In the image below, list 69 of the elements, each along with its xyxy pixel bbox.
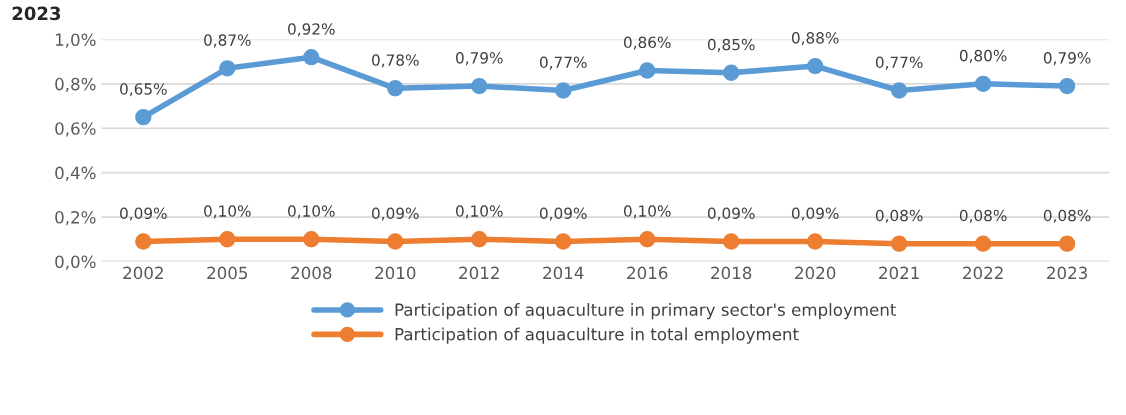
data-label: 0,08% (959, 209, 1007, 223)
point (891, 82, 908, 99)
x-tick-label: 2022 (963, 266, 1003, 280)
data-label: 0,65% (120, 83, 167, 97)
data-label: 0,10% (623, 205, 671, 219)
point (639, 231, 656, 248)
data-label: 0,09% (539, 207, 587, 221)
x-tick-label: 2008 (291, 266, 332, 280)
point (219, 231, 236, 248)
point (639, 62, 656, 79)
x-tick-label: 2010 (375, 266, 416, 280)
y-tick-label: 0,8% (55, 77, 96, 93)
data-label: 0,88% (791, 32, 839, 46)
data-label: 0,77% (875, 56, 923, 70)
y-tick-label: 0,4% (55, 166, 96, 181)
legend-label: Participation of aquaculture in primary sector's employment (395, 303, 897, 320)
point (471, 231, 488, 248)
data-label: 0,08% (1043, 209, 1091, 223)
data-label: 0,86% (623, 36, 671, 50)
point (135, 233, 152, 250)
point (1058, 77, 1076, 95)
data-label: 0,08% (875, 209, 923, 223)
point (555, 233, 572, 250)
point (807, 233, 824, 250)
point (974, 235, 992, 252)
data-label: 0,78% (372, 54, 419, 68)
point (135, 108, 152, 126)
data-label: 0,10% (288, 205, 335, 219)
x-tick-label: 2005 (207, 266, 248, 280)
data-label: 0,92% (288, 23, 335, 37)
chart-title: 2023 (12, 6, 61, 21)
data-label: 0,80% (959, 49, 1007, 63)
data-label: 0,87% (204, 34, 251, 48)
point (555, 82, 572, 99)
legend-label: Participation of aquaculture in total employment (395, 327, 799, 344)
data-label: 0,79% (455, 52, 503, 66)
data-label: 0,09% (707, 207, 755, 221)
y-tick-label: 0,6% (55, 122, 96, 137)
x-tick-label: 2023 (1047, 266, 1087, 280)
point (387, 233, 404, 250)
point (723, 233, 740, 250)
x-tick-label: 2021 (879, 266, 919, 280)
point (219, 60, 236, 77)
y-tick-label: 0,2% (55, 211, 96, 226)
data-label: 0,09% (372, 207, 419, 221)
point (387, 80, 404, 97)
y-tick-label: 0,0% (55, 255, 96, 270)
data-label: 0,79% (1043, 52, 1091, 66)
x-tick-label: 2018 (711, 266, 752, 280)
point (891, 235, 908, 252)
point (303, 49, 320, 66)
x-tick-label: 2014 (543, 266, 584, 280)
point (723, 64, 740, 81)
x-tick-label: 2020 (795, 266, 836, 280)
point (471, 77, 488, 95)
data-label: 0,10% (204, 205, 251, 219)
data-label: 0,09% (791, 207, 839, 221)
x-tick-label: 2016 (627, 266, 668, 280)
data-label: 0,09% (120, 207, 167, 221)
data-label: 0,85% (707, 38, 755, 52)
x-tick-label: 2002 (123, 266, 163, 280)
point (974, 75, 992, 92)
point (303, 231, 320, 248)
data-label: 0,10% (455, 205, 503, 219)
x-tick-label: 2012 (459, 266, 499, 280)
y-tick-label: 1,0% (55, 33, 96, 48)
data-label: 0,77% (539, 56, 587, 70)
point (807, 57, 824, 75)
point (1058, 235, 1076, 252)
